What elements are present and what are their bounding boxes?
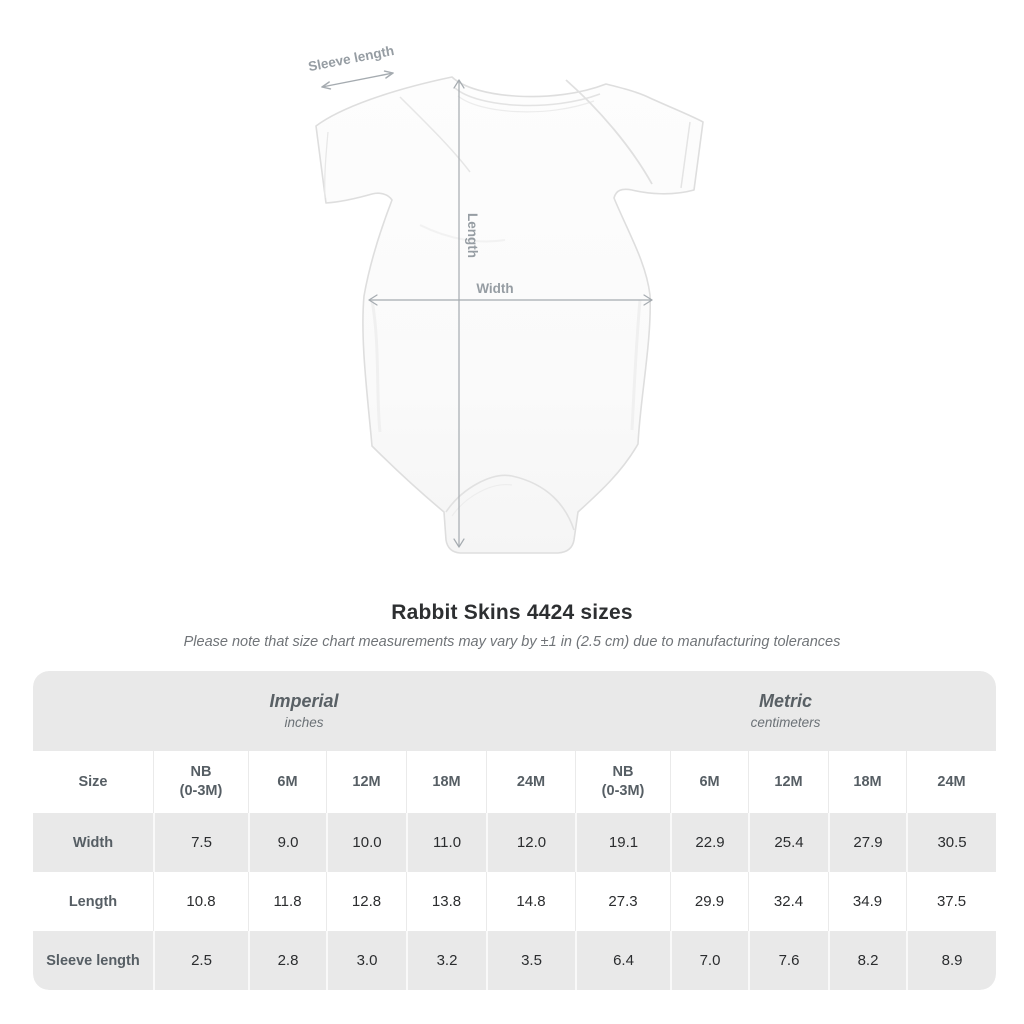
value-cell: 34.9: [828, 872, 907, 931]
value-cell: 11.8: [248, 872, 326, 931]
col-header: 18M: [828, 751, 907, 813]
value-cell: 27.3: [575, 872, 671, 931]
sleeve-length-label: Sleeve length: [307, 43, 395, 74]
row-label: Sleeve length: [33, 931, 153, 990]
value-cell: 14.8: [486, 872, 576, 931]
page-subtitle: Please note that size chart measurements…: [183, 634, 841, 650]
col-header: NB (0-3M): [575, 751, 671, 813]
col-header: 6M: [248, 751, 326, 813]
value-cell: 7.6: [748, 931, 829, 990]
row-label: Width: [33, 813, 153, 872]
width-arrow: [368, 294, 653, 306]
size-col-header: Size: [33, 751, 153, 813]
metric-group-header: Metric centimeters: [575, 671, 997, 751]
page-title: Rabbit Skins 4424 sizes: [391, 601, 633, 624]
value-cell: 32.4: [748, 872, 829, 931]
value-cell: 3.5: [486, 931, 576, 990]
metric-label: Metric: [759, 690, 813, 711]
value-cell: 22.9: [670, 813, 749, 872]
value-cell: 3.2: [406, 931, 486, 990]
imperial-group-header: Imperial inches: [33, 671, 576, 751]
value-cell: 2.5: [153, 931, 248, 990]
col-header: 6M: [670, 751, 749, 813]
table-row-sleeve-length: Sleeve length 2.5 2.8 3.0 3.2 3.5 6.4 7.…: [33, 931, 997, 990]
sleeve-length-arrow: [321, 70, 394, 90]
table-row-length: Length 10.8 11.8 12.8 13.8 14.8 27.3 29.…: [33, 872, 997, 931]
value-cell: 8.2: [828, 931, 907, 990]
value-cell: 10.8: [153, 872, 248, 931]
bodysuit-diagram: Sleeve length Length Width: [307, 43, 704, 554]
value-cell: 19.1: [575, 813, 671, 872]
col-header: NB (0-3M): [153, 751, 248, 813]
value-cell: 12.8: [326, 872, 406, 931]
length-label: Length: [465, 213, 480, 258]
table-row-width: Width 7.5 9.0 10.0 11.0 12.0 19.1 22.9 2…: [33, 813, 997, 872]
value-cell: 2.8: [248, 931, 326, 990]
value-cell: 30.5: [906, 813, 997, 872]
col-header: 24M: [906, 751, 997, 813]
bodysuit-illustration: [315, 76, 704, 554]
value-cell: 8.9: [906, 931, 997, 990]
value-cell: 7.0: [670, 931, 749, 990]
value-cell: 7.5: [153, 813, 248, 872]
row-label: Length: [33, 872, 153, 931]
value-cell: 12.0: [486, 813, 576, 872]
size-chart-table: Imperial inches Metric centimeters Size …: [33, 671, 997, 990]
value-cell: 37.5: [906, 872, 997, 931]
value-cell: 13.8: [406, 872, 486, 931]
col-header: 12M: [326, 751, 406, 813]
value-cell: 9.0: [248, 813, 326, 872]
value-cell: 3.0: [326, 931, 406, 990]
col-header: 12M: [748, 751, 829, 813]
metric-unit: centimeters: [750, 715, 821, 731]
value-cell: 29.9: [670, 872, 749, 931]
imperial-unit: inches: [284, 715, 324, 731]
value-cell: 11.0: [406, 813, 486, 872]
value-cell: 25.4: [748, 813, 829, 872]
width-label: Width: [476, 281, 513, 296]
size-header-row: Size NB (0-3M) 6M 12M 18M 24M NB (0-3M) …: [33, 751, 997, 813]
unit-group-row: Imperial inches Metric centimeters: [33, 671, 997, 751]
value-cell: 6.4: [575, 931, 671, 990]
col-header: 18M: [406, 751, 486, 813]
value-cell: 27.9: [828, 813, 907, 872]
imperial-label: Imperial: [269, 690, 339, 711]
value-cell: 10.0: [326, 813, 406, 872]
col-header: 24M: [486, 751, 576, 813]
length-arrow: [453, 79, 465, 548]
